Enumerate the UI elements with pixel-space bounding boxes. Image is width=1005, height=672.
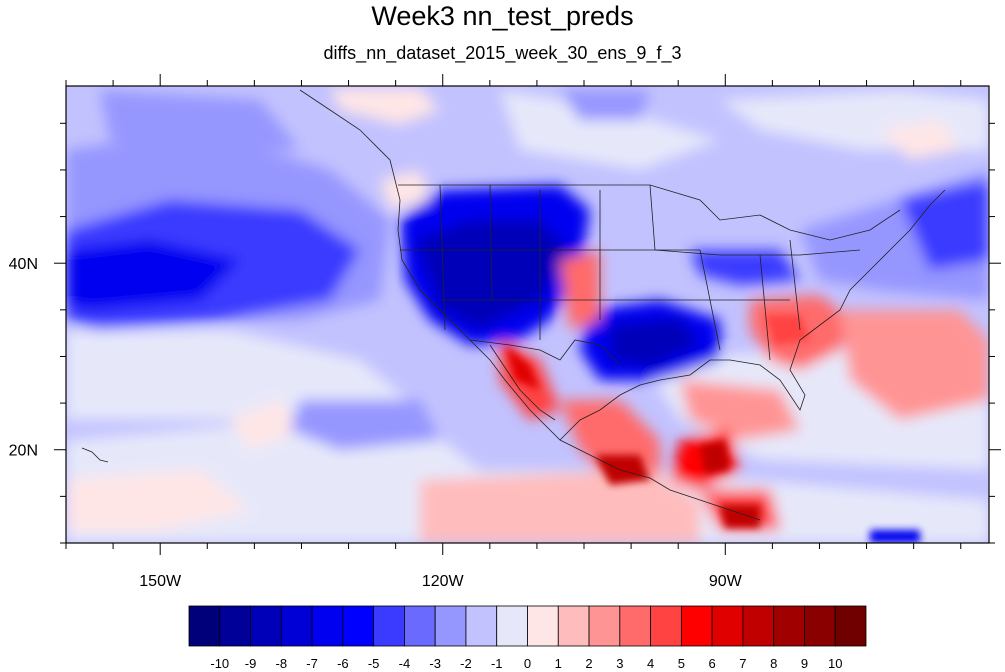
colorbar-swatch bbox=[773, 605, 805, 647]
colorbar-level-label: -4 bbox=[399, 656, 411, 671]
colorbar-swatch bbox=[650, 605, 682, 647]
coastlines bbox=[81, 89, 946, 521]
map-title: Week3 nn_test_preds bbox=[371, 1, 634, 31]
colorbar-level-label: 9 bbox=[801, 656, 808, 671]
plot-frame bbox=[65, 85, 990, 544]
lon-tick-label: 120W bbox=[422, 573, 465, 590]
colorbar-level-label: 6 bbox=[709, 656, 716, 671]
colorbar-level-label: -6 bbox=[337, 656, 349, 671]
colorbar-level-label: -7 bbox=[306, 656, 318, 671]
axis-ticks bbox=[54, 74, 1001, 555]
colorbar-swatch bbox=[527, 605, 559, 647]
colorbar-swatch bbox=[680, 605, 713, 647]
colorbar-swatch bbox=[711, 605, 744, 647]
axis-tick-labels: 150W 120W 90W 40N 20N bbox=[9, 256, 743, 590]
colorbar-level-label: -9 bbox=[245, 656, 257, 671]
anomaly-field bbox=[66, 86, 989, 543]
colorbar-level-label: 3 bbox=[616, 656, 623, 671]
colorbar-level-label: -2 bbox=[460, 656, 472, 671]
colorbar-swatch bbox=[311, 605, 344, 647]
colorbar-level-label: -1 bbox=[491, 656, 503, 671]
lon-tick-label: 90W bbox=[709, 573, 743, 590]
colorbar-swatch bbox=[250, 605, 282, 647]
colorbar bbox=[188, 605, 867, 647]
colorbar-level-label: -5 bbox=[368, 656, 380, 671]
colorbar-swatch bbox=[280, 605, 313, 647]
colorbar-level-label: -8 bbox=[276, 656, 288, 671]
colorbar-swatch bbox=[742, 605, 775, 647]
colorbar-swatch bbox=[342, 605, 375, 647]
colorbar-swatch bbox=[373, 605, 405, 647]
colorbar-swatch bbox=[188, 605, 221, 647]
colorbar-level-label: 7 bbox=[739, 656, 746, 671]
colorbar-level-label: 0 bbox=[524, 656, 531, 671]
colorbar-swatch bbox=[557, 605, 590, 647]
colorbar-level-label: 5 bbox=[678, 656, 685, 671]
map-subtitle: diffs_nn_dataset_2015_week_30_ens_9_f_3 bbox=[323, 43, 682, 63]
colorbar-swatch bbox=[619, 605, 651, 647]
colorbar-swatch bbox=[834, 605, 867, 647]
lon-tick-label: 150W bbox=[139, 573, 182, 590]
colorbar-level-label: 2 bbox=[585, 656, 592, 671]
lat-tick-label: 40N bbox=[9, 256, 38, 273]
lat-tick-label: 20N bbox=[9, 443, 38, 460]
colorbar-labels: -10 -9 -8 -7 -6 -5 -4 -3 -2 -1 0 1 2 3 4 5 6 7 8 9 10 bbox=[210, 656, 842, 671]
colorbar-level-label: 8 bbox=[770, 656, 777, 671]
colorbar-swatch bbox=[404, 605, 436, 647]
colorbar-level-label: -10 bbox=[210, 656, 229, 671]
colorbar-level-label: -3 bbox=[429, 656, 441, 671]
colorbar-level-label: 1 bbox=[555, 656, 562, 671]
colorbar-swatch bbox=[496, 605, 528, 647]
colorbar-level-label: 10 bbox=[828, 656, 842, 671]
colorbar-swatch bbox=[434, 605, 467, 647]
colorbar-swatch bbox=[588, 605, 621, 647]
colorbar-level-label: 4 bbox=[647, 656, 654, 671]
colorbar-swatch bbox=[804, 605, 836, 647]
colorbar-swatch bbox=[465, 605, 498, 647]
colorbar-swatch bbox=[219, 605, 251, 647]
